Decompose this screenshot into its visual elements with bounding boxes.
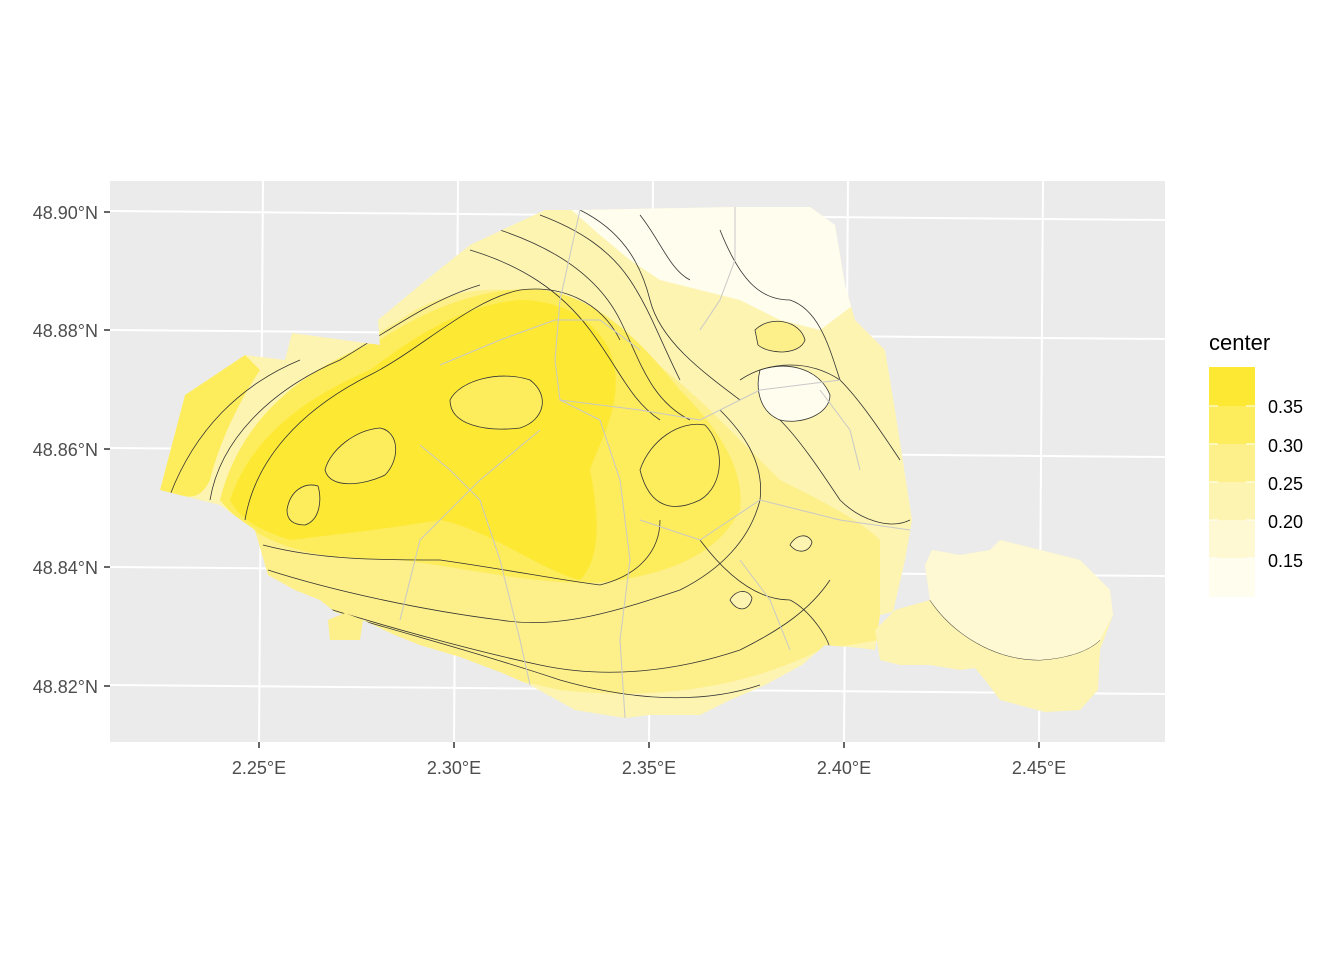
pocket-4 <box>640 424 720 507</box>
pocket-3 <box>287 485 320 525</box>
legend-label: 0.15 <box>1268 551 1303 571</box>
pocket-2 <box>325 428 396 484</box>
legend: center 0.35 0.30 0.25 0.20 0.15 <box>1209 330 1303 597</box>
legend-label: 0.35 <box>1268 397 1303 417</box>
legend-swatch <box>1209 406 1255 444</box>
x-tick-label: 2.40°E <box>817 758 871 778</box>
y-tick-label: 48.90°N <box>33 203 98 223</box>
legend-label: 0.20 <box>1268 512 1303 532</box>
x-tick-label: 2.45°E <box>1012 758 1066 778</box>
band-peak <box>230 300 616 580</box>
legend-label: 0.25 <box>1268 474 1303 494</box>
x-tick-label: 2.35°E <box>622 758 676 778</box>
y-axis: 48.90°N 48.88°N 48.86°N 48.84°N 48.82°N <box>33 203 110 697</box>
boulogne-fragment <box>328 613 363 640</box>
y-tick-label: 48.88°N <box>33 321 98 341</box>
district-borders <box>399 207 911 718</box>
contour-lines <box>169 209 911 699</box>
legend-label: 0.30 <box>1268 436 1303 456</box>
legend-swatch <box>1209 482 1255 520</box>
y-tick-label: 48.82°N <box>33 677 98 697</box>
legend-swatch <box>1209 520 1255 558</box>
pocket-1 <box>450 376 543 430</box>
legend-swatch <box>1209 558 1255 597</box>
legend-swatch <box>1209 367 1255 406</box>
pocket-5 <box>730 591 752 609</box>
legend-swatch <box>1209 444 1255 482</box>
legend-title: center <box>1209 330 1270 355</box>
band-lowest <box>560 207 860 330</box>
x-tick-label: 2.25°E <box>232 758 286 778</box>
pocket-6 <box>790 535 812 552</box>
y-tick-label: 48.86°N <box>33 440 98 460</box>
y-tick-label: 48.84°N <box>33 558 98 578</box>
paris-map <box>160 207 1113 718</box>
vincennes-light-band <box>925 540 1113 660</box>
x-axis: 2.25°E 2.30°E 2.35°E 2.40°E 2.45°E <box>232 742 1066 778</box>
pocket-7 <box>755 321 805 352</box>
band-lowest-east <box>758 366 830 422</box>
x-tick-label: 2.30°E <box>427 758 481 778</box>
